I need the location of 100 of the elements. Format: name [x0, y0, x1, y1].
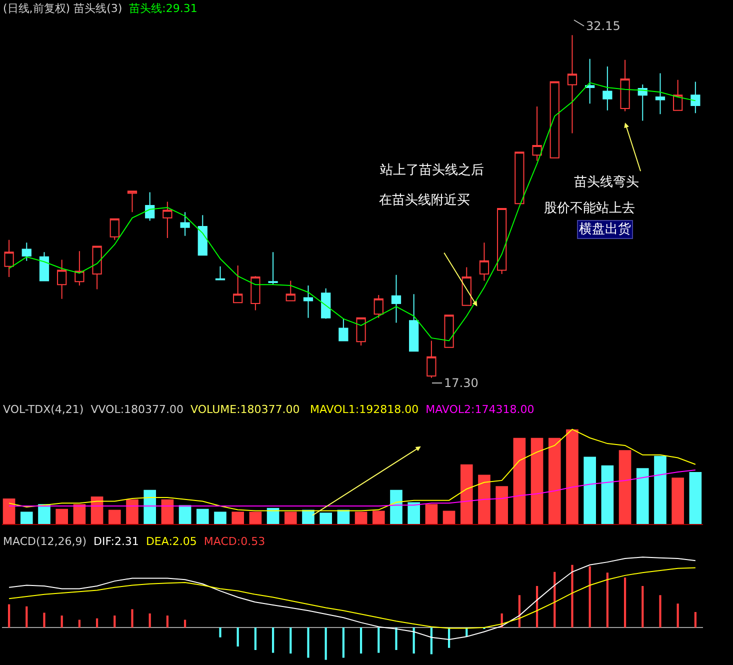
bar	[378, 628, 380, 653]
text: MAVOL1:192818.00	[310, 403, 419, 416]
candlestick	[286, 280, 296, 302]
candlestick	[602, 66, 612, 111]
bar	[496, 486, 508, 524]
bar	[232, 512, 244, 524]
candlestick	[321, 288, 331, 320]
bar	[566, 429, 578, 524]
bar	[236, 628, 239, 646]
bar	[672, 478, 684, 524]
candlestick	[514, 152, 524, 204]
candlestick	[39, 252, 50, 282]
bar	[114, 616, 116, 628]
bar	[694, 612, 696, 628]
bar	[126, 499, 138, 524]
candlestick	[690, 81, 700, 114]
chart-title: (日线,前复权) 苗头线(3)	[3, 2, 122, 15]
candlestick	[462, 266, 472, 306]
bar	[354, 512, 368, 524]
bar	[554, 572, 556, 628]
bar	[320, 512, 332, 524]
bar	[530, 438, 544, 524]
text: 32.15	[586, 19, 620, 33]
annotation: 苗头线弯头	[574, 174, 639, 190]
bar	[284, 512, 297, 524]
bar	[73, 504, 86, 524]
bar	[302, 510, 314, 524]
candlestick	[22, 242, 32, 262]
bar	[161, 499, 174, 524]
bar	[8, 604, 10, 628]
bar	[425, 504, 438, 524]
candlestick	[585, 58, 595, 104]
bar	[408, 502, 420, 524]
chart-subtitle: VVOL:180377.00	[90, 403, 184, 416]
candlestick	[110, 218, 120, 240]
candlestick	[57, 259, 67, 300]
bar	[548, 438, 561, 524]
text: MACD:0.53	[204, 535, 266, 548]
bar	[108, 510, 121, 524]
bar	[166, 616, 168, 628]
bar	[460, 464, 473, 524]
bar	[689, 472, 702, 524]
candlestick	[497, 208, 507, 275]
candlestick	[250, 276, 260, 311]
candlestick	[620, 59, 630, 112]
candlestick	[550, 81, 560, 158]
bar	[618, 450, 632, 524]
bar	[249, 512, 262, 524]
candlestick	[374, 294, 384, 318]
text: MAVOL2:174318.00	[426, 403, 534, 416]
bar	[390, 490, 402, 524]
text: 苗头线:29.31	[129, 2, 198, 15]
candlestick	[426, 340, 436, 378]
candlestick	[356, 317, 366, 346]
bar	[2, 498, 16, 524]
bar	[60, 616, 63, 628]
bar	[624, 578, 626, 628]
bar	[254, 628, 256, 650]
bar	[588, 566, 591, 628]
text: DEA:2.05	[146, 535, 197, 548]
text: DIF:2.31	[94, 535, 139, 548]
bar	[636, 468, 649, 524]
bar	[20, 512, 33, 524]
bar	[56, 508, 68, 524]
bar	[144, 490, 156, 524]
candlestick	[215, 266, 226, 280]
bar	[78, 620, 80, 628]
annotation: 股价不能站上去	[544, 201, 635, 216]
candlestick	[338, 318, 348, 342]
bar	[642, 586, 644, 628]
candlestick	[92, 246, 102, 290]
bar	[360, 628, 362, 654]
candlestick	[233, 264, 243, 304]
candlestick	[479, 242, 490, 282]
bar	[584, 456, 596, 524]
bar	[43, 612, 46, 628]
candlestick	[532, 106, 542, 162]
bar	[131, 609, 134, 628]
bar	[659, 595, 662, 628]
bar	[676, 604, 679, 628]
bar	[26, 606, 28, 628]
candlestick	[4, 239, 14, 278]
bar	[96, 618, 98, 628]
candlestick	[409, 294, 419, 352]
candlestick	[391, 274, 402, 324]
chart-title: MACD(12,26,9)	[3, 535, 87, 548]
bar	[412, 628, 415, 654]
annotation: 站上了苗头线之后	[380, 163, 484, 178]
bar	[601, 465, 614, 524]
bar	[571, 564, 574, 628]
annotation: 在苗头线附近买	[379, 193, 470, 208]
candlestick	[567, 34, 578, 134]
bar	[342, 628, 344, 658]
bar	[272, 628, 274, 653]
bar	[184, 620, 186, 628]
bar	[395, 628, 398, 650]
candlestick	[673, 79, 683, 111]
bar	[214, 512, 226, 524]
candlestick	[303, 285, 314, 318]
bar	[148, 613, 151, 628]
